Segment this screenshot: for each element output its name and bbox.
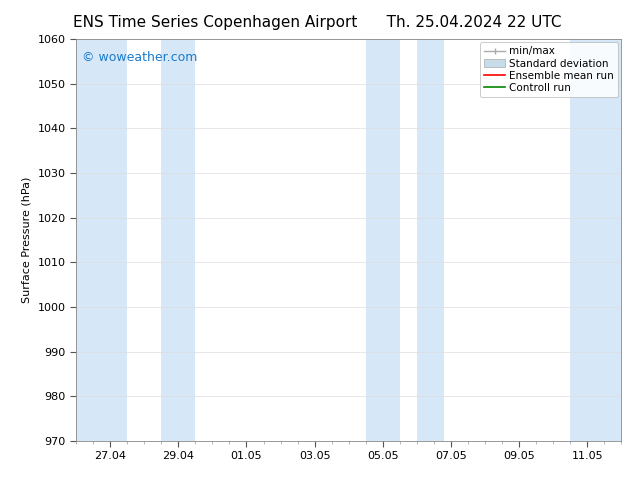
- Bar: [161, 39, 195, 441]
- Bar: [366, 39, 400, 441]
- Bar: [570, 39, 621, 441]
- Bar: [417, 39, 444, 441]
- Legend: min/max, Standard deviation, Ensemble mean run, Controll run: min/max, Standard deviation, Ensemble me…: [480, 42, 618, 97]
- Bar: [76, 39, 127, 441]
- Text: © woweather.com: © woweather.com: [82, 51, 197, 64]
- Text: ENS Time Series Copenhagen Airport      Th. 25.04.2024 22 UTC: ENS Time Series Copenhagen Airport Th. 2…: [73, 15, 561, 30]
- Y-axis label: Surface Pressure (hPa): Surface Pressure (hPa): [22, 177, 32, 303]
